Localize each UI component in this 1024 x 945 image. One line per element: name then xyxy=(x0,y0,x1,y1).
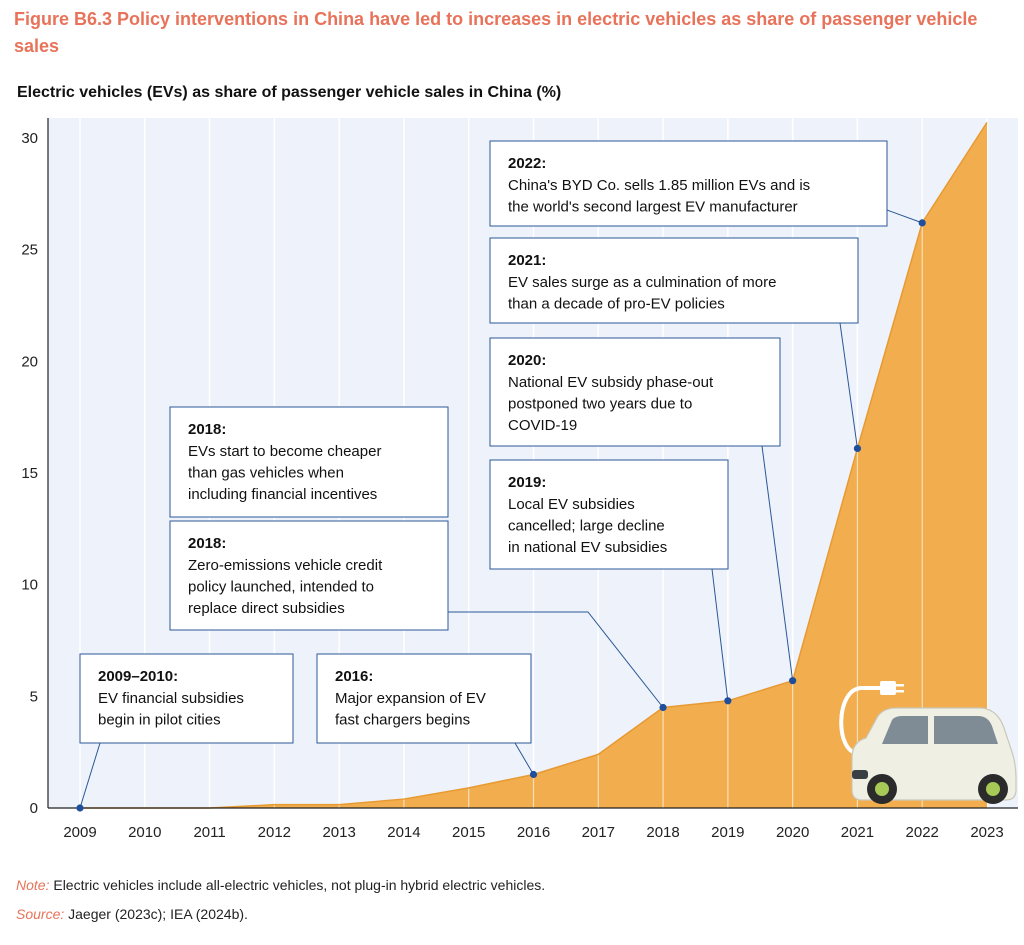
data-marker-2020 xyxy=(789,677,797,685)
x-tick-label-2014: 2014 xyxy=(387,824,420,841)
callout-a2018a: 2018: EVs start to become cheaper than gas… xyxy=(169,406,449,518)
callout-box xyxy=(489,140,888,227)
leader-line-a2018b xyxy=(448,611,664,708)
area-chart: 0 5 10 15 20 25 30 2009 2010 2011 2012 2013 2014 2015… xyxy=(21,118,1018,841)
leader-line-a2020 xyxy=(761,445,794,681)
callout-text-line: China's BYD Co. sells 1.85 million EVs a… xyxy=(508,177,810,194)
data-marker-2021 xyxy=(853,444,862,453)
source-label: Source: xyxy=(16,906,65,922)
charging-cable xyxy=(839,686,892,755)
x-tick-label-2016: 2016 xyxy=(517,824,550,841)
callout-text-line: policy launched, intended to xyxy=(188,579,374,596)
data-marker-2019 xyxy=(724,697,732,705)
x-tick-label-2012: 2012 xyxy=(258,824,291,841)
x-tick-label-2021: 2021 xyxy=(841,824,874,841)
x-tick-label-2017: 2017 xyxy=(582,824,615,841)
callout-text-line: EV financial subsidies xyxy=(98,690,244,707)
callout-text-line: National EV subsidy phase-out xyxy=(508,374,714,391)
figure-title: Figure B6.3 Policy interventions in Chin… xyxy=(14,9,978,56)
callout-year: 2009–2010: xyxy=(98,668,178,685)
callout-year: 2018: xyxy=(188,421,226,438)
leader-line-a2019 xyxy=(711,568,729,701)
data-marker-2009 xyxy=(76,804,84,812)
note-text: Electric vehicles include all-electric v… xyxy=(53,877,546,893)
callout-box xyxy=(79,653,294,744)
y-tick-label-0: 0 xyxy=(30,800,38,817)
callout-text-line: than gas vehicles when xyxy=(188,465,344,482)
callout-a2019: 2019: Local EV subsidies cancelled; large … xyxy=(489,459,729,570)
callout-text-line: in national EV subsidies xyxy=(508,539,667,556)
callout-text-line: Major expansion of EV xyxy=(335,690,486,707)
leader-line-a2021 xyxy=(839,322,858,449)
callout-box xyxy=(316,653,532,744)
leader-line-a2009 xyxy=(79,742,101,809)
callout-box xyxy=(489,237,859,324)
wheel-hub xyxy=(986,782,1000,796)
y-tick-label-20: 20 xyxy=(21,353,38,370)
note-line: Note: Electric vehicles include all-elec… xyxy=(16,877,545,893)
wheel-hub xyxy=(875,782,889,796)
callout-text-line: postponed two years due to xyxy=(508,396,692,413)
source-line: Source: Jaeger (2023c); IEA (2024b). xyxy=(16,906,248,922)
plug-prong xyxy=(895,684,904,687)
callout-text-line: EV sales surge as a culmination of more xyxy=(508,274,776,291)
data-marker-2022 xyxy=(918,219,926,227)
callout-text-line: EVs start to become cheaper xyxy=(188,443,381,460)
callout-text-line: Zero-emissions vehicle credit xyxy=(188,557,383,574)
car-window xyxy=(882,716,928,744)
x-tick-label-2010: 2010 xyxy=(128,824,161,841)
callout-year: 2016: xyxy=(335,668,373,685)
callout-a2009: 2009–2010: EV financial subsidies begin in… xyxy=(79,653,294,744)
callout-year: 2019: xyxy=(508,474,546,491)
x-tick-label-2013: 2013 xyxy=(322,824,355,841)
y-tick-label-10: 10 xyxy=(21,577,38,594)
callout-text-line: including financial incentives xyxy=(188,486,377,503)
x-tick-label-2018: 2018 xyxy=(646,824,679,841)
callout-year: 2022: xyxy=(508,155,546,172)
callout-text-line: fast chargers begins xyxy=(335,712,470,729)
note-label: Note: xyxy=(16,877,50,893)
leader-line-a2022 xyxy=(886,209,923,224)
callout-a2022: 2022: China's BYD Co. sells 1.85 million … xyxy=(489,140,888,227)
y-tick-label-5: 5 xyxy=(30,688,38,705)
callout-year: 2020: xyxy=(508,352,546,369)
callout-text-line: Local EV subsidies xyxy=(508,496,635,513)
callout-a2021: 2021: EV sales surge as a culmination of … xyxy=(489,237,859,324)
plug-icon xyxy=(880,681,896,695)
callout-box xyxy=(489,459,729,570)
chart-subtitle: Electric vehicles (EVs) as share of pass… xyxy=(17,84,562,101)
leader-line-a2016 xyxy=(514,742,534,775)
callout-text-line: the world's second largest EV manufactur… xyxy=(508,199,798,216)
x-tick-label-2020: 2020 xyxy=(776,824,809,841)
y-tick-label-30: 30 xyxy=(21,130,38,147)
callout-text-line: begin in pilot cities xyxy=(98,712,221,729)
callout-box xyxy=(169,520,449,631)
callout-text-line: than a decade of pro-EV policies xyxy=(508,296,725,313)
callout-year: 2021: xyxy=(508,252,546,269)
callout-box xyxy=(169,406,449,518)
x-tick-label-2011: 2011 xyxy=(193,824,225,841)
callout-a2016: 2016: Major expansion of EV fast chargers … xyxy=(316,653,532,744)
x-tick-label-2023: 2023 xyxy=(970,824,1003,841)
y-tick-label-15: 15 xyxy=(21,465,38,482)
x-tick-label-2015: 2015 xyxy=(452,824,485,841)
car-headlight xyxy=(852,770,868,779)
data-marker-2016 xyxy=(529,770,538,779)
ev-car-illustration xyxy=(839,681,1017,804)
x-tick-label-2009: 2009 xyxy=(63,824,96,841)
callout-box xyxy=(489,337,781,447)
callout-text-line: replace direct subsidies xyxy=(188,600,345,617)
callout-year: 2018: xyxy=(188,535,226,552)
source-text: Jaeger (2023c); IEA (2024b). xyxy=(68,906,248,922)
car-window xyxy=(934,716,998,744)
plug-prong xyxy=(895,690,904,693)
y-tick-label-25: 25 xyxy=(21,242,38,259)
x-tick-label-2019: 2019 xyxy=(711,824,744,841)
x-tick-label-2022: 2022 xyxy=(906,824,939,841)
callout-a2018b: 2018: Zero-emissions vehicle credit policy… xyxy=(169,520,449,631)
callout-a2020: 2020: National EV subsidy phase-out postpo… xyxy=(489,337,781,447)
callout-text-line: COVID-19 xyxy=(508,417,577,434)
callout-text-line: cancelled; large decline xyxy=(508,518,665,535)
data-marker-2018 xyxy=(659,703,667,712)
